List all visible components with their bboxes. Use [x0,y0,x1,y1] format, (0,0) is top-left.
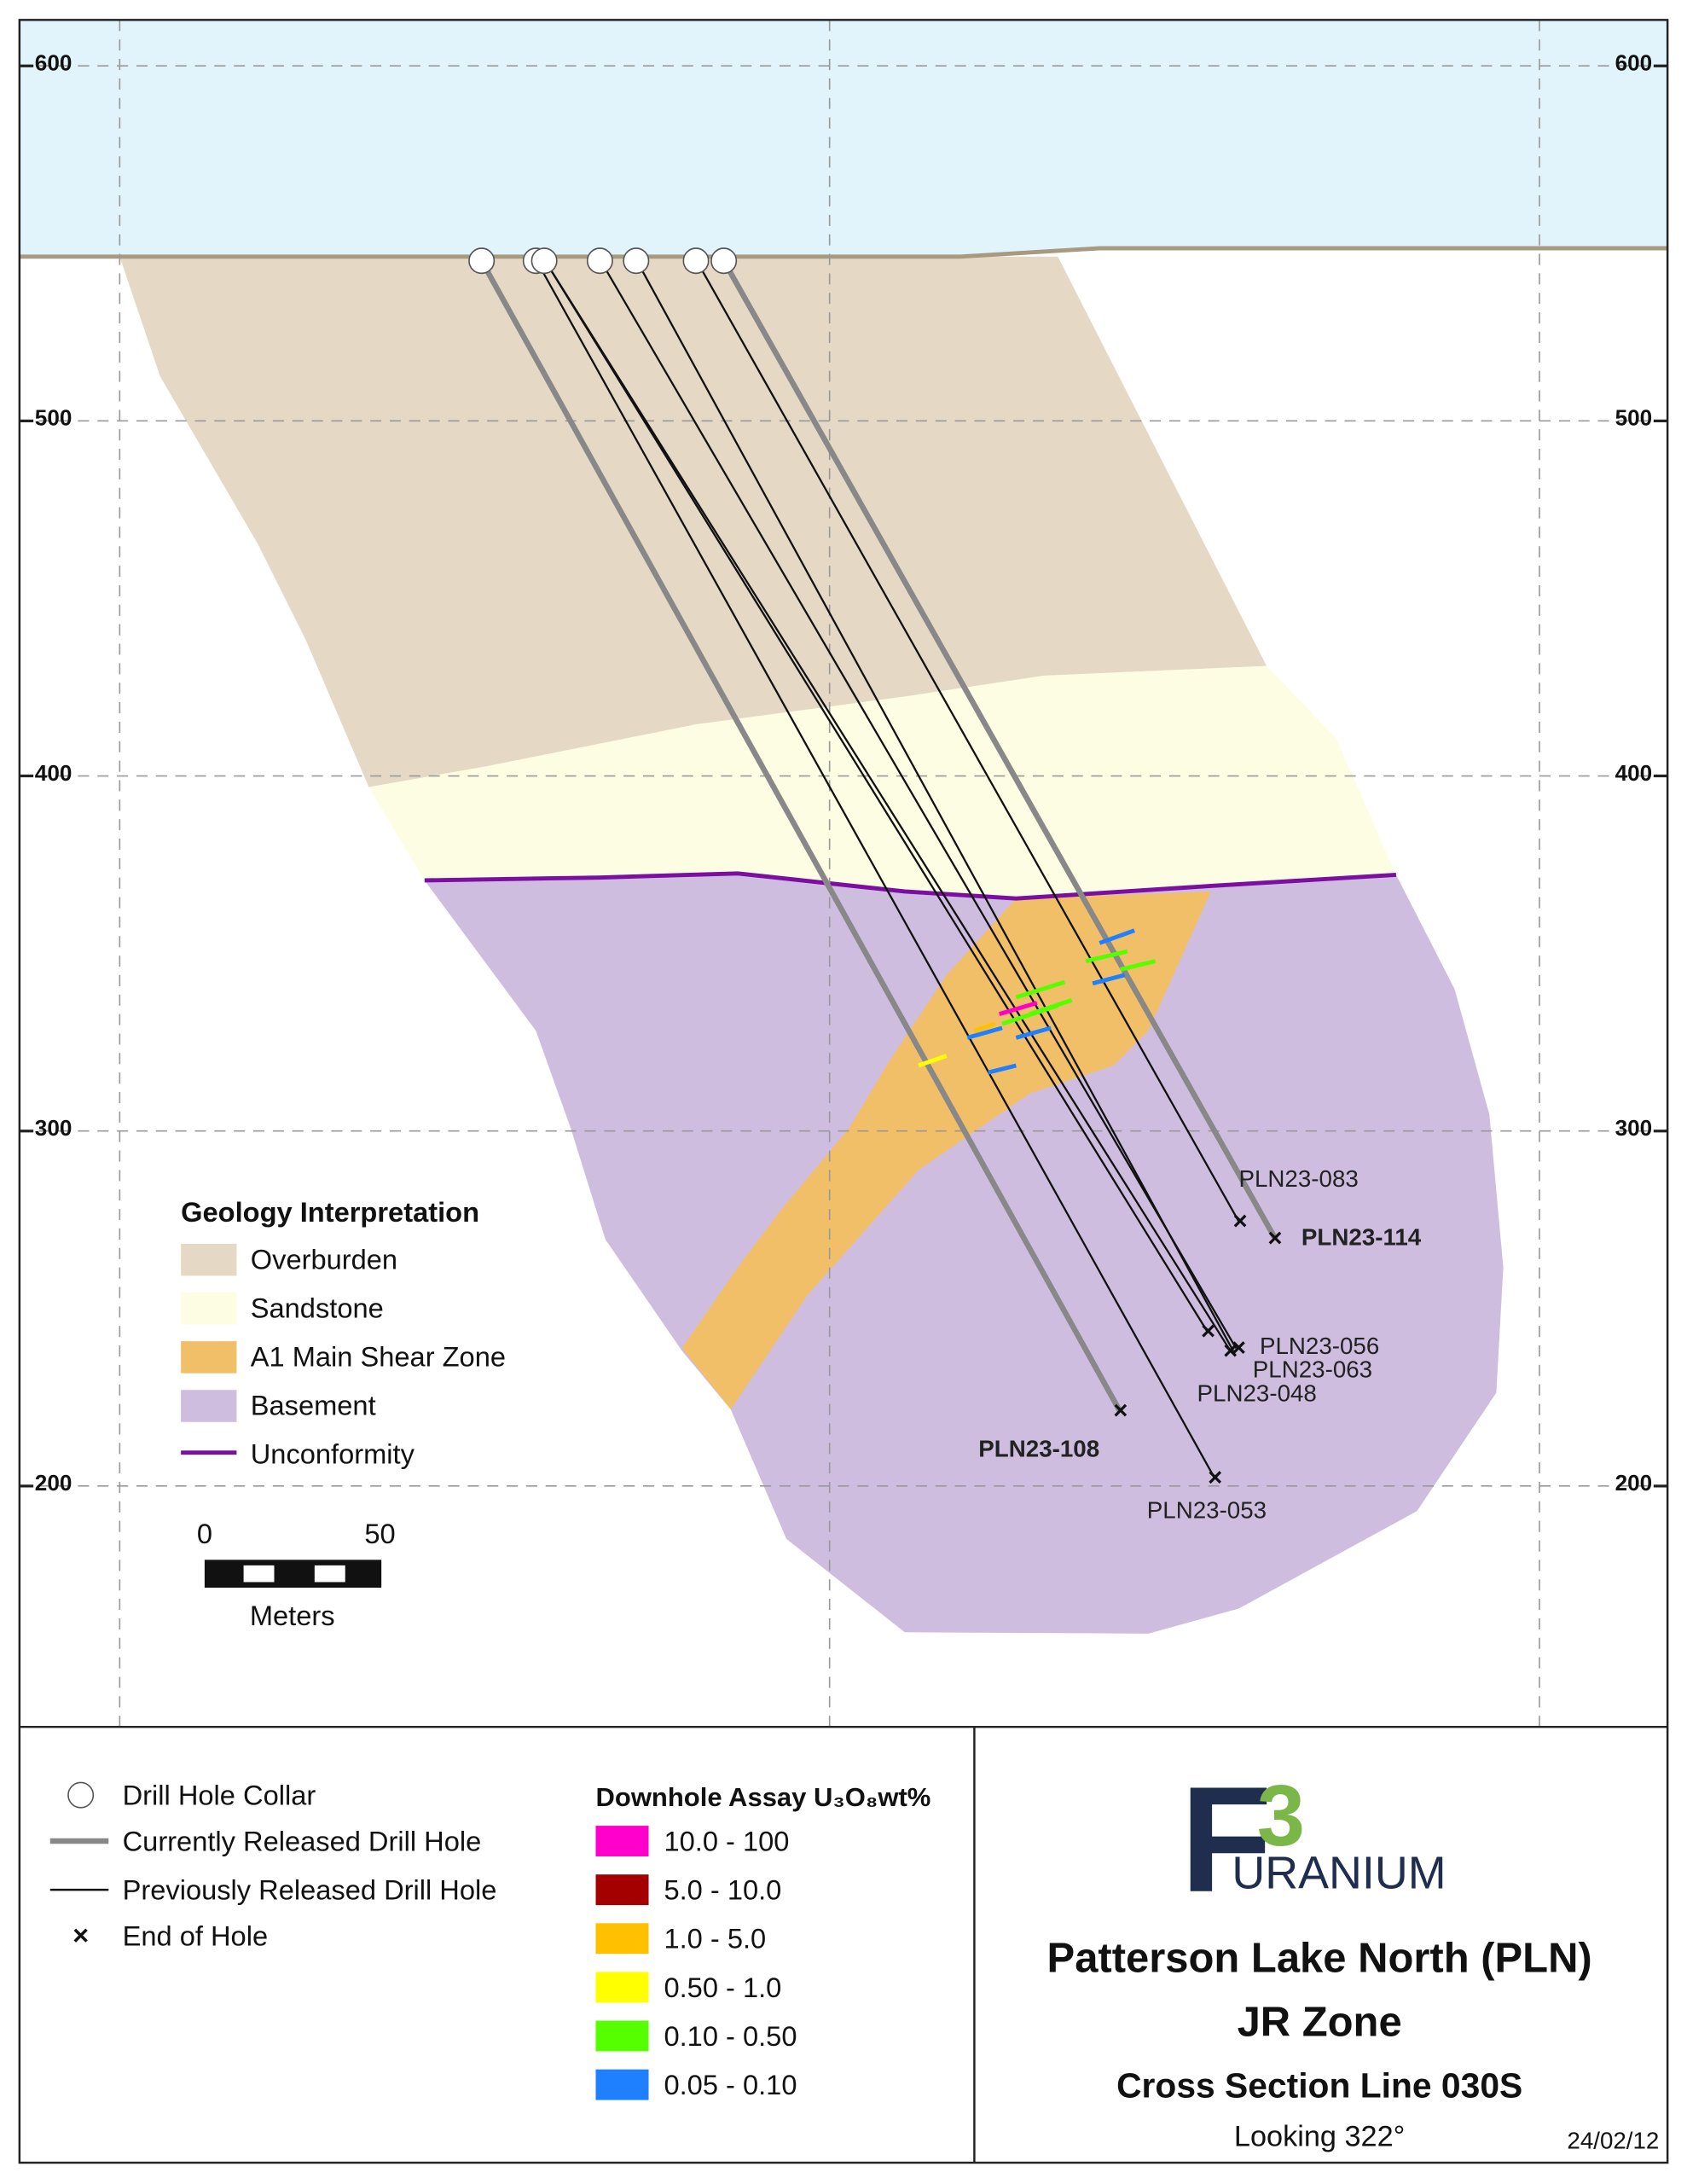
title-block: F 3 URANIUM Patterson Lake North (PLN) J… [1047,1756,1660,2154]
legend-item: Overburden [251,1243,397,1275]
legend-title: Geology Interpretation [181,1196,479,1228]
svg-text:×: × [1201,1317,1215,1345]
hole-label: PLN23-108 [978,1436,1099,1462]
y-tick-label: 400 [35,760,72,786]
legend-item: Sandstone [251,1292,384,1323]
y-tick-label: 300 [1615,1115,1653,1141]
legend-item: Currently Released Drill Hole [123,1825,482,1856]
view-direction: Looking 322° [1234,2120,1405,2152]
legend-item: Previously Released Drill Hole [123,1874,497,1906]
y-tick-label: 600 [35,49,72,75]
scale-unit: Meters [250,1600,335,1631]
svg-text:×: × [1113,1397,1128,1425]
legend-item: 0.05 - 0.10 [664,2069,797,2100]
logo-mark: F [1180,1756,1272,1924]
legend-item: 5.0 - 10.0 [664,1874,781,1906]
legend-item: 0.50 - 1.0 [664,1972,781,2003]
legend-item: Drill Hole Collar [123,1780,316,1811]
hole-label: PLN23-056 [1260,1333,1379,1359]
legend-item: 0.10 - 0.50 [664,2020,797,2052]
y-tick-label: 500 [35,405,72,431]
legend-item: 1.0 - 5.0 [664,1923,766,1955]
legend-item: Unconformity [251,1438,415,1470]
y-tick-label: 300 [35,1115,72,1141]
legend-item: End of Hole [123,1920,269,1951]
y-tick-label: 500 [1615,405,1653,431]
zone-title: JR Zone [1238,2000,1402,2046]
logo-superscript: 3 [1257,1768,1305,1864]
svg-text:×: × [1232,1334,1246,1362]
y-tick-label: 400 [1615,760,1653,786]
symbol-legend: × Drill Hole Collar Currently Released D… [49,1780,497,1951]
hole-label: PLN23-083 [1238,1165,1358,1192]
project-title: Patterson Lake North (PLN) [1047,1935,1592,1981]
hole-label: PLN23-053 [1147,1496,1267,1523]
svg-text:×: × [72,1919,89,1950]
svg-text:×: × [1233,1207,1248,1235]
svg-text:×: × [1223,1337,1238,1365]
legend-item: 10.0 - 100 [664,1825,789,1856]
hole-label: PLN23-063 [1253,1356,1372,1383]
legend-item: A1 Main Shear Zone [251,1341,506,1373]
scale-label: 0 [197,1518,212,1549]
assay-legend: Downhole Assay U₃O₈wt% 10.0 - 100 5.0 - … [595,1782,931,2100]
y-tick-label: 200 [1615,1470,1653,1496]
legend-item: Basement [251,1390,376,1421]
logo-word: URANIUM [1232,1848,1446,1899]
y-tick-label: 600 [1615,49,1653,75]
section-title: Cross Section Line 030S [1116,2065,1522,2105]
y-tick-label: 200 [35,1470,72,1496]
legend-title: Downhole Assay U₃O₈wt% [596,1782,931,1812]
hole-label: PLN23-114 [1301,1224,1422,1251]
date: 24/02/12 [1567,2128,1659,2154]
scale-label: 50 [364,1518,395,1549]
svg-text:×: × [1208,1463,1222,1491]
hole-label: PLN23-048 [1197,1380,1317,1406]
svg-text:×: × [1267,1224,1282,1252]
